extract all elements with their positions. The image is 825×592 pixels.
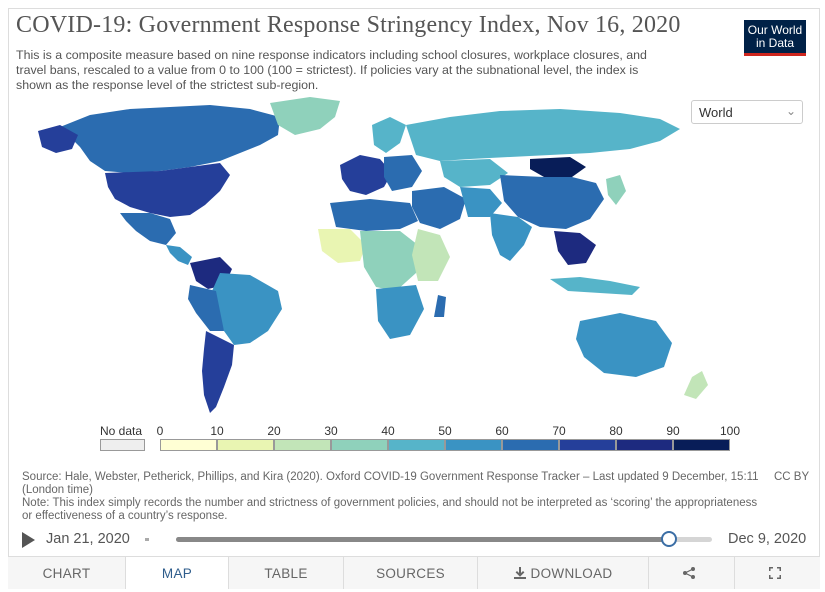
download-icon — [513, 567, 526, 579]
subtitle: This is a composite measure based on nin… — [16, 48, 647, 92]
world-map — [38, 97, 708, 413]
map-region-west-africa[interactable] — [318, 229, 366, 263]
tab-bar: CHART MAP TABLE SOURCES DOWNLOAD — [8, 556, 820, 589]
license-link[interactable]: CC BY — [774, 471, 810, 483]
legend-tick-label: 100 — [719, 424, 741, 438]
map-region-indonesia[interactable] — [550, 277, 640, 295]
play-icon[interactable] — [22, 532, 35, 548]
legend: No data 0 10 20 30 40 50 60 70 80 90 100 — [100, 424, 740, 454]
map-region-alaska[interactable] — [38, 125, 78, 153]
map-region-iran-afghan[interactable] — [460, 187, 502, 217]
legend-swatch[interactable] — [559, 439, 616, 451]
legend-tick-label: 60 — [495, 424, 509, 438]
tab-map-label: MAP — [161, 565, 193, 581]
timeline-start-date[interactable]: Jan 21, 2020 — [46, 531, 130, 547]
legend-swatch[interactable] — [274, 439, 331, 451]
timeline: Jan 21, 2020 Dec 9, 2020 — [20, 528, 810, 552]
legend-swatch[interactable] — [616, 439, 673, 451]
legend-swatch[interactable] — [160, 439, 217, 451]
map-region-mexico[interactable] — [120, 213, 176, 245]
page-title: COVID-19: Government Response Stringency… — [16, 12, 681, 38]
map-region-china[interactable] — [500, 175, 604, 229]
legend-tick-label: 20 — [267, 424, 281, 438]
map-region-argentina-chile[interactable] — [202, 331, 234, 413]
map-region-north-africa[interactable] — [330, 199, 418, 231]
legend-swatch[interactable] — [331, 439, 388, 451]
tab-chart-label: CHART — [42, 565, 91, 581]
tab-table[interactable]: TABLE — [229, 557, 344, 589]
map-region-canada[interactable] — [60, 105, 280, 173]
fullscreen-button[interactable] — [735, 557, 820, 589]
map-region-greenland[interactable] — [270, 97, 340, 135]
legend-tick-label: 50 — [438, 424, 452, 438]
legend-swatch[interactable] — [388, 439, 445, 451]
region-selector-value: World — [699, 105, 733, 120]
timeline-handle[interactable] — [661, 531, 678, 547]
timeline-track[interactable] — [176, 531, 712, 547]
timeline-end-date[interactable]: Dec 9, 2020 — [728, 531, 807, 547]
legend-swatch[interactable] — [673, 439, 730, 451]
map-region-madagascar[interactable] — [434, 295, 446, 317]
legend-tick-label: 80 — [609, 424, 623, 438]
map-region-new-zealand[interactable] — [684, 371, 708, 399]
fullscreen-icon — [769, 567, 781, 579]
tab-sources[interactable]: SOURCES — [344, 557, 478, 589]
legend-tick-label: 40 — [381, 424, 395, 438]
note-text: Note: This index simply records the numb… — [22, 497, 758, 522]
map-region-russia[interactable] — [406, 109, 680, 161]
legend-tick-label: 90 — [666, 424, 680, 438]
source-note: Source: Hale, Webster, Petherick, Philli… — [22, 471, 762, 523]
timeline-start-marker — [145, 538, 149, 541]
map-region-japan-korea[interactable] — [606, 175, 626, 205]
logo-line-1: Our World — [747, 23, 803, 37]
tab-chart[interactable]: CHART — [8, 557, 126, 589]
share-icon — [683, 567, 695, 579]
timeline-track-fill — [176, 537, 670, 542]
tab-map[interactable]: MAP — [126, 557, 229, 589]
map-region-southern-africa[interactable] — [376, 285, 424, 339]
map-region-brazil[interactable] — [212, 273, 282, 345]
map-region-middle-east[interactable] — [412, 187, 466, 229]
map-region-southeast-asia[interactable] — [554, 231, 596, 265]
map-region-usa[interactable] — [105, 163, 230, 217]
legend-tick-label: 30 — [324, 424, 338, 438]
tab-download-label: DOWNLOAD — [530, 565, 613, 581]
map-region-east-africa[interactable] — [412, 229, 450, 281]
map-region-peru-bolivia[interactable] — [188, 285, 224, 331]
share-button[interactable] — [649, 557, 735, 589]
legend-tick-label: 0 — [156, 424, 164, 438]
map-region-central-africa[interactable] — [360, 231, 418, 291]
map-region-india[interactable] — [490, 213, 532, 261]
chevron-down-icon: ⌄ — [785, 104, 796, 118]
map-region-mongolia[interactable] — [530, 157, 586, 177]
tab-download[interactable]: DOWNLOAD — [478, 557, 649, 589]
tab-table-label: TABLE — [264, 565, 308, 581]
legend-tick-label: 70 — [552, 424, 566, 438]
legend-swatch[interactable] — [217, 439, 274, 451]
source-text: Source: Hale, Webster, Petherick, Philli… — [22, 471, 759, 496]
legend-swatch[interactable] — [502, 439, 559, 451]
map-region-central-america[interactable] — [166, 245, 192, 265]
tab-sources-label: SOURCES — [376, 565, 445, 581]
map-region-europe-east[interactable] — [384, 155, 422, 191]
legend-swatch[interactable] — [445, 439, 502, 451]
region-selector[interactable]: World ⌄ — [691, 100, 803, 124]
map-region-kazakhstan[interactable] — [440, 159, 508, 187]
legend-no-data-label: No data — [100, 424, 143, 438]
map-region-europe-west[interactable] — [340, 155, 392, 195]
logo-line-2: in Data — [755, 36, 795, 50]
legend-tick-label: 10 — [210, 424, 224, 438]
legend-no-data-swatch — [100, 439, 145, 451]
owid-logo[interactable]: Our World in Data — [744, 20, 806, 56]
map-region-australia[interactable] — [576, 313, 672, 377]
map-region-scandinavia[interactable] — [372, 117, 406, 153]
